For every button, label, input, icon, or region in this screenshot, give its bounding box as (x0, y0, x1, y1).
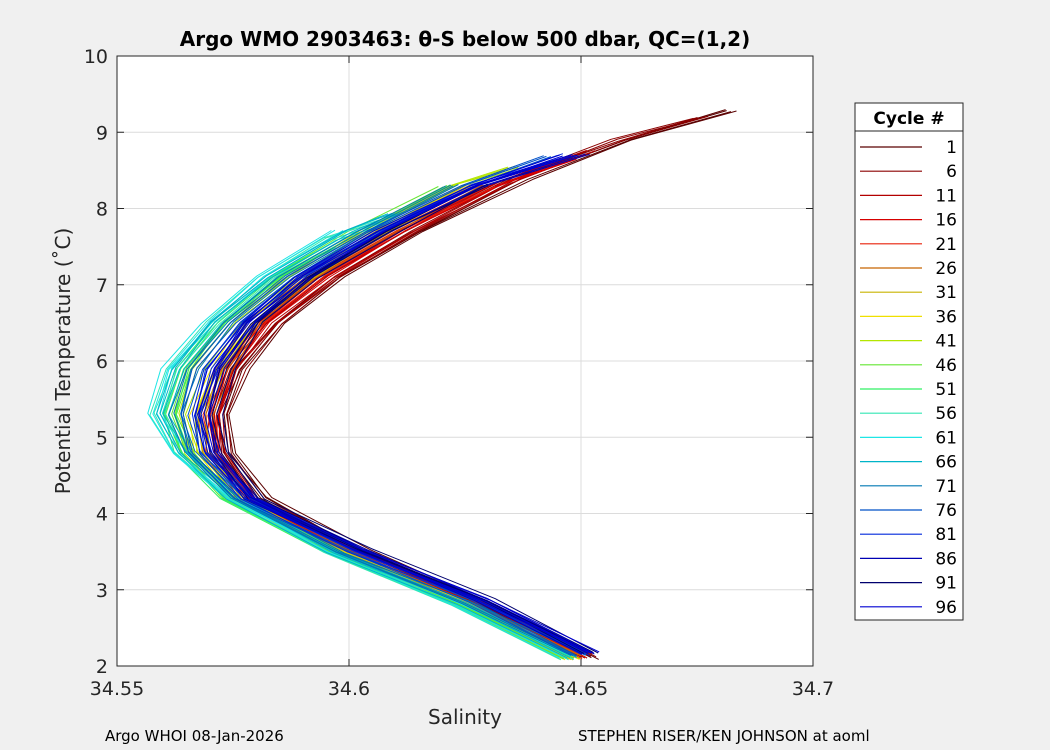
legend-item: 66 (860, 453, 957, 473)
legend-item: 31 (860, 283, 957, 303)
legend: Cycle # 16111621263136414651566166717681… (854, 102, 964, 621)
legend-item: 71 (860, 477, 957, 497)
y-tick-label: 10 (84, 46, 108, 68)
axis-ticks: 34.55 34.6 34.65 34.7 2 3 4 5 6 7 8 9 10 (84, 46, 834, 700)
x-tick-label: 34.6 (328, 678, 370, 700)
y-tick-label: 4 (96, 504, 108, 526)
series-line (159, 212, 571, 659)
legend-label: 21 (935, 235, 957, 255)
legend-item: 81 (860, 525, 957, 545)
legend-label: 81 (935, 525, 957, 545)
series-line (156, 213, 568, 659)
y-tick-label: 2 (96, 656, 108, 678)
legend-item: 76 (860, 501, 957, 521)
legend-label: 56 (935, 404, 957, 424)
legend-title: Cycle # (873, 109, 944, 129)
y-tick-label: 6 (96, 351, 108, 373)
series-line (211, 184, 591, 653)
legend-label: 46 (935, 356, 957, 376)
legend-item: 6 (860, 162, 957, 182)
legend-item: 96 (860, 598, 957, 618)
x-tick-label: 34.65 (554, 678, 608, 700)
x-axis-label: Salinity (428, 705, 502, 729)
y-tick-label: 8 (96, 199, 108, 221)
legend-label: 96 (935, 598, 957, 618)
chart-title: Argo WMO 2903463: θ-S below 500 dbar, QC… (180, 27, 750, 51)
legend-item: 11 (860, 186, 957, 206)
footer-right: STEPHEN RISER/KEN JOHNSON at aoml (578, 727, 870, 745)
x-tick-label: 34.7 (792, 678, 834, 700)
legend-item: 21 (860, 235, 957, 255)
legend-label: 36 (935, 307, 957, 327)
legend-item: 56 (860, 404, 957, 424)
y-tick-label: 3 (96, 580, 108, 602)
footer-left: Argo WHOI 08-Jan-2026 (105, 727, 284, 745)
series-line (168, 185, 572, 656)
legend-label: 51 (935, 380, 957, 400)
legend-item: 61 (860, 428, 957, 448)
y-axis-label: Potential Temperature (˚C) (51, 228, 75, 495)
legend-item: 86 (860, 549, 957, 569)
legend-item: 1 (860, 138, 957, 158)
legend-item: 46 (860, 356, 957, 376)
legend-label: 86 (935, 549, 957, 569)
y-tick-label: 9 (96, 122, 108, 144)
series-line (198, 155, 592, 654)
legend-item: 41 (860, 332, 957, 352)
legend-label: 16 (935, 211, 957, 231)
y-tick-label: 7 (96, 275, 108, 297)
y-tick-label: 5 (96, 427, 108, 449)
series-line (173, 184, 573, 656)
legend-label: 6 (946, 162, 957, 182)
series-91 (208, 183, 599, 655)
legend-label: 26 (935, 259, 957, 279)
legend-label: 66 (935, 453, 957, 473)
legend-item: 26 (860, 259, 957, 279)
legend-item: 16 (860, 211, 957, 231)
legend-item: 36 (860, 307, 957, 327)
legend-label: 11 (935, 186, 957, 206)
legend-label: 91 (935, 574, 957, 594)
x-tick-label: 34.55 (90, 678, 144, 700)
series-line (222, 183, 599, 654)
series-line (228, 110, 737, 660)
series-line (182, 155, 578, 657)
legend-label: 31 (935, 283, 957, 303)
series-line (207, 155, 600, 653)
legend-item: 91 (860, 574, 957, 594)
legend-label: 71 (935, 477, 957, 497)
legend-label: 1 (946, 138, 957, 158)
series-96 (194, 154, 600, 654)
data-series (147, 109, 737, 661)
legend-label: 41 (935, 332, 957, 352)
legend-label: 61 (935, 428, 957, 448)
legend-item: 51 (860, 380, 957, 400)
legend-label: 76 (935, 501, 957, 521)
series-line (147, 230, 560, 659)
